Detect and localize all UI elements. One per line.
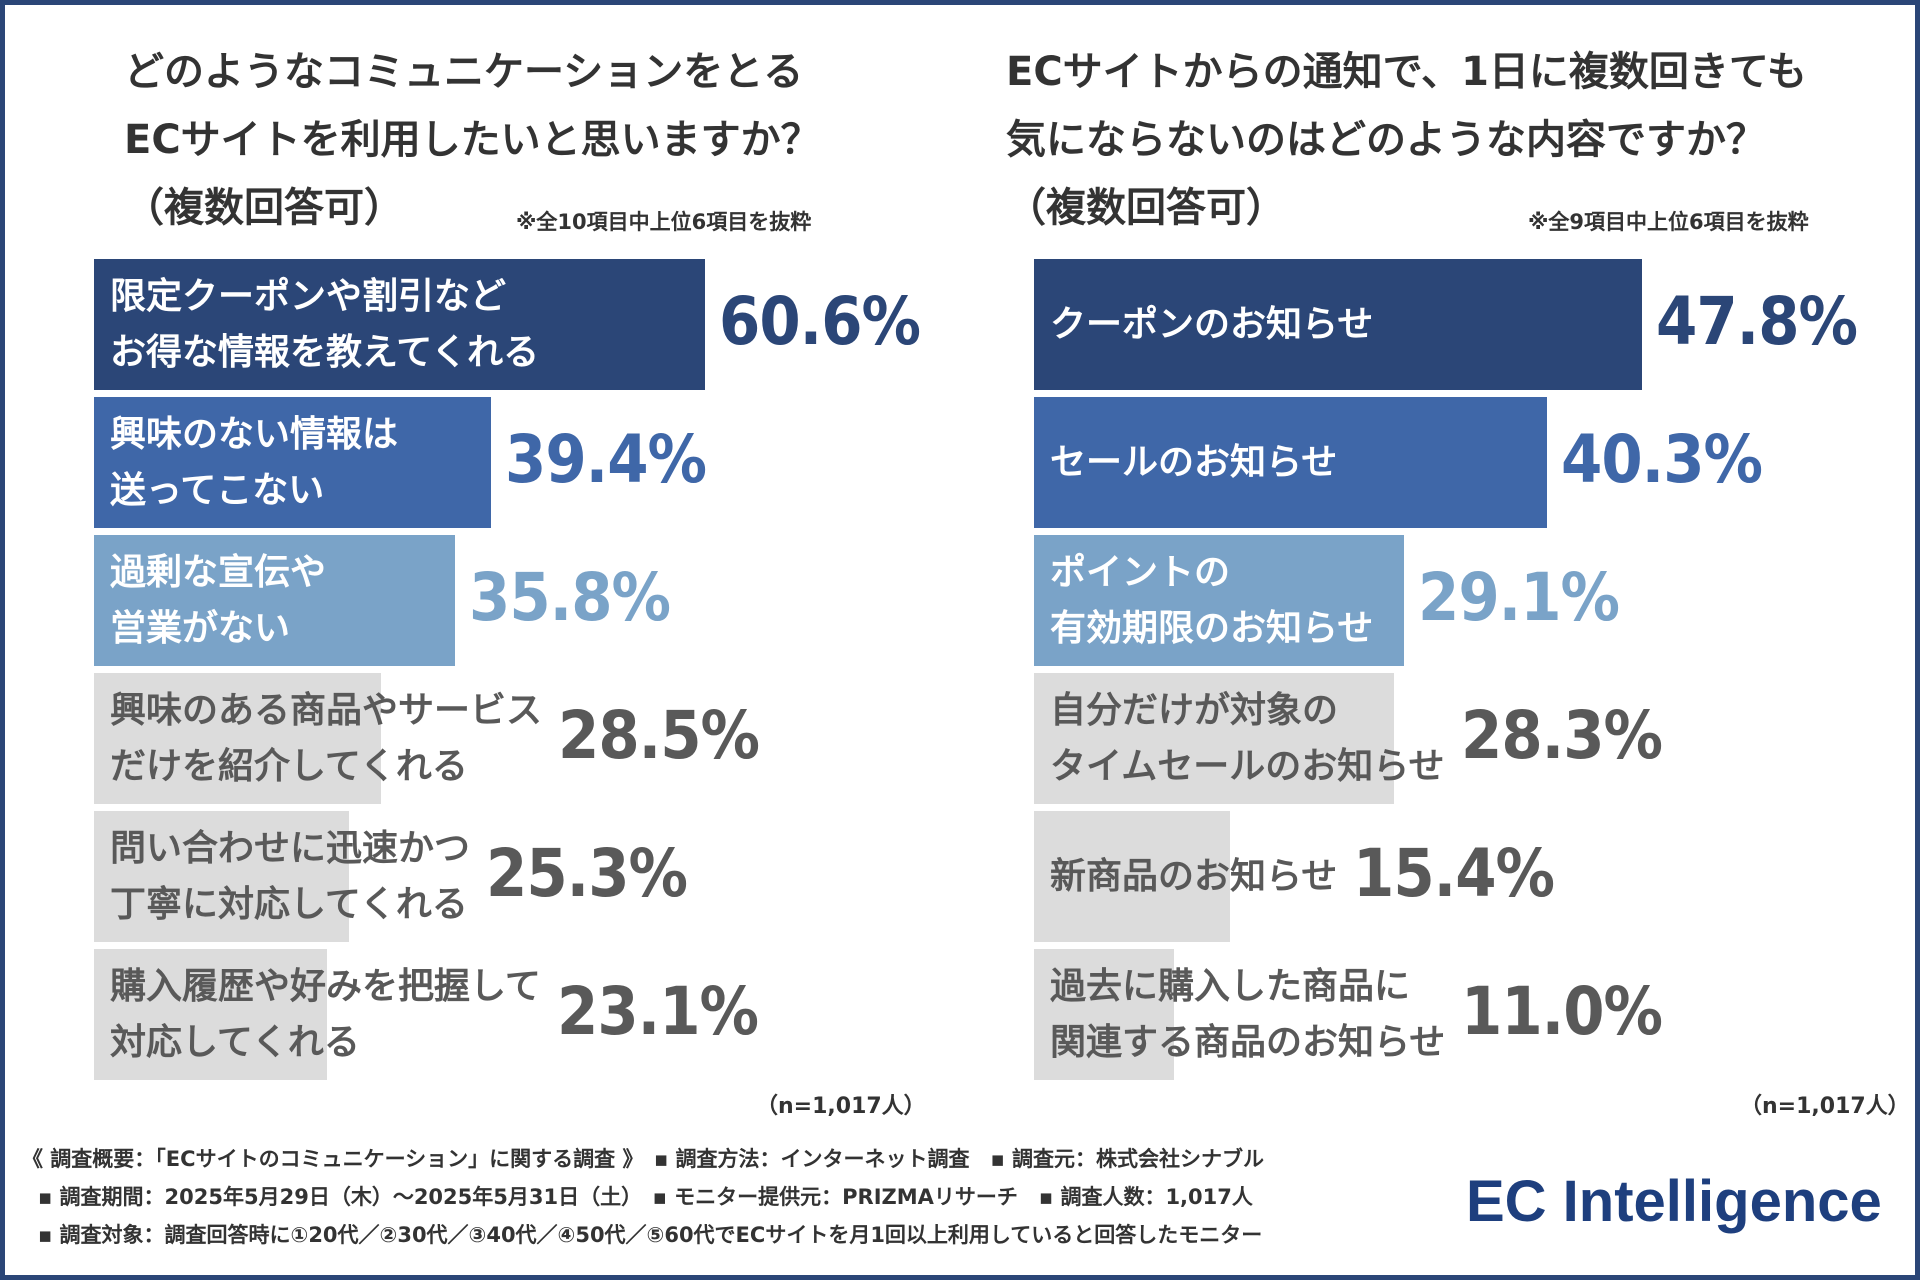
bar-value-label: 28.5% bbox=[558, 697, 760, 774]
bar-label-line: 対応してくれる bbox=[110, 1021, 360, 1063]
bar bbox=[94, 949, 327, 1080]
sample-size-label: （n=1,017人） bbox=[756, 1094, 926, 1119]
bar-label: 自分だけが対象のタイムセールのお知らせ bbox=[1050, 683, 1445, 795]
bar-label-line: クーポンのお知らせ bbox=[1050, 303, 1374, 345]
chart-title-line: （複数回答可） bbox=[124, 185, 404, 231]
bar-label-line: 過剰な宣伝や bbox=[110, 551, 327, 593]
bar-label-line: ポイントの bbox=[1050, 551, 1231, 593]
chart-note: ※全10項目中上位6項目を抜粋 bbox=[516, 210, 812, 234]
bar bbox=[94, 397, 491, 528]
bar-value-label: 47.8% bbox=[1656, 283, 1858, 360]
bar-label-line: 営業がない bbox=[110, 607, 291, 649]
bar bbox=[1034, 535, 1404, 666]
bar-label: 新商品のお知らせ bbox=[1050, 849, 1337, 905]
bar-label-line: 関連する商品のお知らせ bbox=[1050, 1021, 1446, 1063]
bar bbox=[1034, 259, 1642, 390]
survey-footer: 《 調査概要：「ECサイトのコミュニケーション」に関する調査 》 ▪ 調査方法：… bbox=[22, 1140, 1264, 1254]
bar-value-label: 60.6% bbox=[719, 283, 921, 360]
chart-title-line: （複数回答可） bbox=[1006, 185, 1286, 231]
bar-label-line: セールのお知らせ bbox=[1050, 441, 1338, 483]
bar-value-label: 35.8% bbox=[469, 559, 671, 636]
chart-title-line: どのようなコミュニケーションをとる bbox=[124, 49, 804, 95]
bar bbox=[94, 673, 381, 804]
bar-value-label: 25.3% bbox=[486, 835, 688, 912]
footer-line: 《 調査概要：「ECサイトのコミュニケーション」に関する調査 》 ▪ 調査方法：… bbox=[22, 1147, 1265, 1171]
bar-label: 問い合わせに迅速かつ 丁寧に対応してくれる bbox=[110, 821, 470, 933]
bar-label: 限定クーポンや割引など お得な情報を教えてくれる bbox=[110, 269, 539, 381]
sample-size-label: （n=1,017人） bbox=[1740, 1094, 1910, 1119]
chart-title-line: ECサイトを利用したいと思いますか？ bbox=[124, 117, 821, 163]
bar bbox=[1034, 673, 1394, 804]
bar-value-label: 29.1% bbox=[1418, 559, 1620, 636]
chart-panel-right: ECサイトからの通知で、1日に複数回きても 気にならないのはどのような内容ですか… bbox=[960, 0, 1920, 1120]
bar-label-line: 興味のある商品やサービス bbox=[110, 689, 543, 731]
bar-label: ポイントの有効期限のお知らせ bbox=[1050, 545, 1373, 657]
bar-label-line: 問い合わせに迅速かつ bbox=[110, 827, 471, 869]
chart-panel-left: どのようなコミュニケーションをとる ECサイトを利用したいと思いますか？ （複数… bbox=[0, 0, 960, 1120]
bar-label-line: 興味のない情報は bbox=[110, 413, 399, 455]
chart-title: ECサイトからの通知で、1日に複数回きても 気にならないのはどのような内容ですか… bbox=[1006, 38, 1807, 242]
chart-title: どのようなコミュニケーションをとる ECサイトを利用したいと思いますか？ （複数… bbox=[124, 38, 821, 242]
bar bbox=[94, 535, 455, 666]
bar-label: 購入履歴や好みを把握して 対応してくれる bbox=[110, 959, 541, 1071]
bar-value-label: 40.3% bbox=[1561, 421, 1763, 498]
chart-note: ※全9項目中上位6項目を抜粋 bbox=[1528, 210, 1809, 234]
bar bbox=[94, 259, 705, 390]
bar-label-line: 有効期限のお知らせ bbox=[1050, 607, 1374, 649]
bar bbox=[1034, 949, 1174, 1080]
bar-value-label: 39.4% bbox=[505, 421, 707, 498]
bar-label: 過剰な宣伝や 営業がない bbox=[110, 545, 326, 657]
bar bbox=[1034, 811, 1230, 942]
bar-label: セールのお知らせ bbox=[1050, 435, 1337, 491]
bar-label-line: 丁寧に対応してくれる bbox=[110, 883, 468, 925]
bar-label: 興味のある商品やサービス だけを紹介してくれる bbox=[110, 683, 542, 795]
bar-label-line: 購入履歴や好みを把握して bbox=[110, 965, 541, 1007]
bar-label: クーポンのお知らせ bbox=[1050, 297, 1373, 353]
bar-label: 過去に購入した商品に 関連する商品のお知らせ bbox=[1050, 959, 1445, 1071]
bar-label-line: 自分だけが対象の bbox=[1050, 689, 1339, 731]
bar-label-line: 新商品のお知らせ bbox=[1050, 855, 1338, 897]
bar bbox=[1034, 397, 1547, 528]
bar-value-label: 28.3% bbox=[1461, 697, 1663, 774]
bar-label-line: 送ってこない bbox=[110, 469, 325, 511]
bar-label-line: タイムセールのお知らせ bbox=[1050, 745, 1445, 787]
bar-label-line: だけを紹介してくれる bbox=[110, 745, 468, 787]
bar-label-line: 過去に購入した商品に bbox=[1050, 965, 1411, 1007]
bar-label: 興味のない情報は 送ってこない bbox=[110, 407, 398, 519]
footer-line: ▪ 調査対象：調査回答時に①20代／②30代／③40代／④50代／⑤60代でEC… bbox=[38, 1223, 1263, 1247]
chart-title-line: 気にならないのはどのような内容ですか？ bbox=[1006, 117, 1766, 163]
bar bbox=[94, 811, 349, 942]
chart-title-line: ECサイトからの通知で、1日に複数回きても bbox=[1006, 49, 1807, 95]
bar-value-label: 11.0% bbox=[1461, 973, 1663, 1050]
footer-line: ▪ 調査期間：2025年5月29日（木）～2025年5月31日（土） ▪ モニタ… bbox=[38, 1185, 1253, 1209]
bar-value-label: 23.1% bbox=[557, 973, 759, 1050]
bar-label-line: 限定クーポンや割引など bbox=[110, 275, 507, 317]
bar-value-label: 15.4% bbox=[1353, 835, 1555, 912]
bar-label-line: お得な情報を教えてくれる bbox=[110, 331, 540, 373]
brand-logo: EC Intelligence bbox=[1466, 1169, 1882, 1234]
